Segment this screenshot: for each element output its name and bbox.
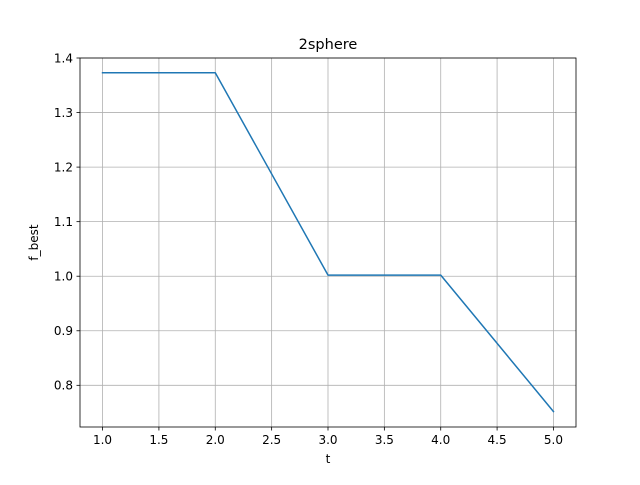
x-tick-label: 2.0 <box>206 433 225 447</box>
y-axis-label: f_best <box>27 224 41 260</box>
y-tick-label: 1.3 <box>54 106 73 120</box>
y-tick-label: 0.9 <box>54 324 73 338</box>
x-tick-label: 3.5 <box>375 433 394 447</box>
ticks: 1.0 1.5 2.0 2.5 3.0 3.5 4.0 4.5 5.0 0.8 0.9 1.0 1.1 1… <box>54 51 563 447</box>
x-tick-label: 2.5 <box>262 433 281 447</box>
x-tick-label: 4.5 <box>488 433 507 447</box>
x-tick-label: 5.0 <box>544 433 563 447</box>
x-tick-label: 1.5 <box>149 433 168 447</box>
y-tick-label: 1.2 <box>54 160 73 174</box>
y-tick-label: 1.4 <box>54 51 73 65</box>
x-tick-label: 1.0 <box>93 433 112 447</box>
y-tick-label: 1.1 <box>54 215 73 229</box>
y-tick-label: 1.0 <box>54 270 73 284</box>
x-axis-label: t <box>326 452 331 466</box>
x-tick-label: 3.0 <box>318 433 337 447</box>
x-tick-label: 4.0 <box>431 433 450 447</box>
chart-title: 2sphere <box>299 37 358 53</box>
y-tick-label: 0.8 <box>54 379 73 393</box>
grid <box>80 58 576 427</box>
